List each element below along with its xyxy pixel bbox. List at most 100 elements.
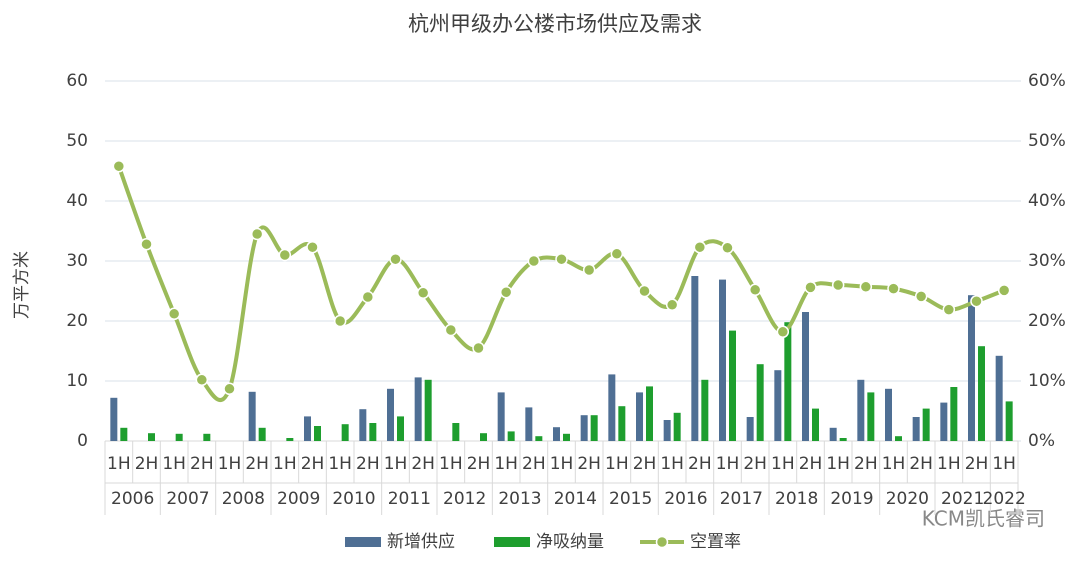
x-tick-label: 2H [965, 454, 989, 474]
y2-tick-label: 60% [1028, 71, 1066, 91]
x-tick-label: 2H [799, 454, 823, 474]
y-tick-label: 40 [66, 191, 88, 211]
bar [314, 426, 321, 441]
bar [110, 397, 118, 441]
year-label: 2007 [166, 489, 209, 509]
x-tick-label: 2H [190, 454, 214, 474]
x-tick-label: 1H [882, 454, 906, 474]
bar [580, 415, 588, 441]
bar [203, 433, 211, 441]
line-point [444, 323, 458, 337]
bar [673, 412, 681, 441]
bar [480, 433, 487, 441]
line-point [223, 382, 236, 396]
line-point [610, 247, 624, 261]
line-point [112, 159, 126, 173]
year-label: 2011 [388, 489, 431, 509]
bar [885, 388, 892, 441]
bar [895, 436, 902, 441]
year-label: 2012 [443, 489, 486, 509]
year-label: 2017 [720, 489, 763, 509]
line-point [804, 281, 817, 294]
x-tick-label: 1H [937, 454, 961, 474]
bar [424, 379, 432, 441]
year-label: 2019 [830, 489, 873, 509]
x-tick-label: 2H [688, 454, 712, 474]
year-label: 2006 [111, 489, 154, 509]
bar [387, 388, 394, 441]
x-tick-label: 1H [660, 454, 684, 474]
x-tick-label: 2H [135, 454, 159, 474]
x-tick-label: 2H [356, 454, 380, 474]
line-point [748, 283, 762, 297]
watermark: KCM凯氏睿司 [922, 507, 1045, 531]
line-point [887, 282, 900, 295]
y2-tick-label: 20% [1028, 311, 1066, 331]
x-tick-label: 1H [716, 454, 740, 474]
line-point [527, 254, 541, 268]
line-point [942, 303, 956, 316]
line-point [693, 240, 707, 254]
bar [812, 408, 819, 441]
x-tick-label: 1H [162, 454, 186, 474]
y2-tick-label: 50% [1028, 131, 1066, 151]
year-label: 2016 [664, 489, 707, 509]
line-point [140, 237, 153, 251]
bar [663, 420, 671, 441]
year-label: 2010 [332, 489, 375, 509]
x-tick-label: 2H [854, 454, 878, 474]
bar [829, 427, 837, 441]
bar [608, 374, 616, 441]
y-axis-label: 万平方米 [12, 251, 32, 319]
bar [553, 427, 560, 441]
legend-swatch [345, 537, 381, 547]
bar [968, 295, 975, 441]
bar [922, 408, 930, 441]
legend-label: 新增供应 [387, 532, 455, 552]
bar [507, 431, 515, 441]
y2-tick-label: 40% [1028, 191, 1066, 211]
bar [341, 424, 349, 441]
x-tick-label: 2H [411, 454, 435, 474]
line-point [167, 307, 181, 321]
line-point [638, 284, 651, 298]
x-tick-label: 1H [384, 454, 408, 474]
year-label: 2020 [886, 489, 929, 509]
line-point [582, 263, 596, 277]
line-point [776, 325, 790, 339]
y2-tick-label: 10% [1028, 371, 1066, 391]
x-tick-label: 2H [743, 454, 767, 474]
bar [148, 433, 155, 441]
bar [701, 379, 709, 441]
bar [978, 346, 985, 441]
bar [452, 423, 460, 441]
year-label: 2018 [775, 489, 818, 509]
line-point [997, 284, 1011, 297]
y-tick-label: 50 [66, 131, 88, 151]
line-point [389, 252, 402, 266]
year-label: 2015 [609, 489, 652, 509]
y-tick-label: 10 [66, 371, 88, 391]
x-tick-label: 1H [218, 454, 242, 474]
x-tick-label: 2H [467, 454, 491, 474]
line-point [333, 314, 347, 328]
line-point [306, 240, 319, 254]
legend-swatch [655, 535, 669, 549]
year-label: 2009 [277, 489, 320, 509]
bar [397, 416, 404, 441]
x-tick-label: 1H [273, 454, 297, 474]
line-point [472, 341, 485, 355]
bar [248, 391, 256, 441]
bar [1005, 401, 1013, 441]
x-tick-label: 1H [992, 454, 1016, 474]
bar [746, 417, 754, 441]
bar [784, 322, 792, 441]
line-point [499, 285, 513, 299]
x-tick-label: 2H [909, 454, 933, 474]
bar [691, 276, 699, 441]
x-tick-label: 1H [771, 454, 795, 474]
bar [950, 387, 958, 441]
bar [940, 402, 948, 441]
year-label: 2021 [941, 489, 984, 509]
